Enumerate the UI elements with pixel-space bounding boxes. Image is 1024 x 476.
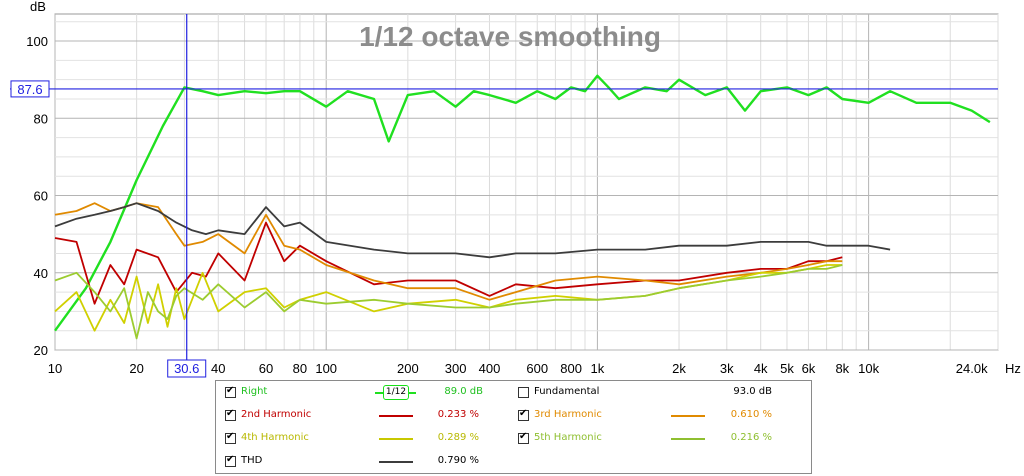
series-line-right	[54, 74, 991, 332]
checkbox[interactable]: ✔	[225, 431, 236, 444]
legend-value: 0.289 %	[437, 432, 479, 443]
legend-panel: ✔ Right 1/12 89.0 dB Fundamental 93.0 dB…	[215, 380, 812, 474]
check-mark-icon: ✔	[519, 408, 528, 419]
cursor-x-readout-box	[167, 359, 207, 378]
x-tick-label: 80	[293, 361, 307, 376]
x-tick-label: 2k	[672, 361, 686, 376]
x-tick-label: 200	[397, 361, 419, 376]
y-tick-label: 100	[26, 34, 48, 49]
checkbox[interactable]: ✔	[518, 431, 529, 444]
legend-value: 0.233 %	[437, 409, 479, 420]
x-tick-label: 600	[526, 361, 548, 376]
legend-row-2nd-harmonic[interactable]: ✔ 2nd Harmonic 0.233 %	[221, 406, 511, 426]
cursor-y-readout: 87.6	[17, 82, 42, 97]
legend-label: 3rd Harmonic	[534, 409, 602, 420]
series-layer	[54, 74, 991, 340]
legend-row-3rd-harmonic[interactable]: ✔ 3rd Harmonic 0.610 %	[516, 406, 806, 426]
legend-label: THD	[241, 455, 263, 466]
checkbox[interactable]: ✔	[518, 408, 529, 421]
check-mark-icon: ✔	[519, 431, 528, 442]
x-tick-label: 800	[560, 361, 582, 376]
legend-label: 4th Harmonic	[241, 432, 309, 443]
legend-label: Right	[241, 386, 268, 397]
x-tick-label: 10k	[858, 361, 879, 376]
legend-label: 5th Harmonic	[534, 432, 602, 443]
legend-swatch	[379, 461, 413, 463]
x-tick-label: 24.0k	[956, 361, 988, 376]
y-unit-label: dB	[30, 0, 46, 14]
legend-value: 93.0 dB	[733, 386, 772, 397]
legend-swatch	[671, 438, 705, 440]
legend-swatch	[671, 415, 705, 417]
checkbox[interactable]: ✔	[225, 454, 236, 467]
legend-value: 0.610 %	[730, 409, 772, 420]
checkbox[interactable]	[518, 387, 529, 398]
legend-swatch	[379, 438, 413, 440]
x-tick-label: 6k	[802, 361, 816, 376]
x-tick-label: 5k	[780, 361, 794, 376]
y-tick-label: 80	[34, 111, 48, 126]
y-tick-label: 60	[34, 189, 48, 204]
legend-row-5th-harmonic[interactable]: ✔ 5th Harmonic 0.216 %	[516, 429, 806, 449]
legend-swatch	[375, 392, 383, 394]
cursor-x-readout: 30.6	[174, 361, 199, 376]
legend-row-thd[interactable]: ✔ THD 0.790 %	[221, 452, 511, 472]
x-tick-label: 400	[479, 361, 501, 376]
legend-label: 2nd Harmonic	[241, 409, 312, 420]
x-tick-label: 40	[211, 361, 225, 376]
legend-row-right[interactable]: ✔ Right 1/12 89.0 dB	[221, 383, 511, 403]
legend-value: 0.790 %	[437, 455, 479, 466]
smoothing-badge[interactable]: 1/12	[383, 385, 409, 400]
frequency-response-chart[interactable]: 10 20 30.6 40 60 80 100 200 300 400 600 800 1k 2k 3k 4k…	[0, 0, 1024, 380]
x-tick-label: 8k	[835, 361, 849, 376]
check-mark-icon: ✔	[226, 431, 235, 442]
x-tick-label: 100	[315, 361, 337, 376]
cursor-layer[interactable]	[10, 14, 998, 362]
x-tick-label: 10	[48, 361, 62, 376]
x-tick-label: 3k	[720, 361, 734, 376]
series-line-5th-harmonic	[54, 264, 843, 340]
check-mark-icon: ✔	[226, 454, 235, 465]
y-tick-label: 20	[34, 343, 48, 358]
cursor-y-readout-box	[10, 80, 50, 98]
x-tick-label: 4k	[754, 361, 768, 376]
chart-title: 1/12 octave smoothing	[359, 21, 661, 52]
checkbox[interactable]: ✔	[225, 385, 236, 398]
x-tick-label: 20	[129, 361, 143, 376]
x-tick-label: 1k	[591, 361, 605, 376]
checkbox[interactable]: ✔	[225, 408, 236, 421]
series-line-2nd-harmonic	[54, 221, 843, 305]
legend-row-fundamental[interactable]: Fundamental 93.0 dB	[516, 383, 806, 403]
legend-swatch	[379, 415, 413, 417]
tick-layer: 10 20 30.6 40 60 80 100 200 300 400 600 800 1k 2k 3k 4k…	[10, 34, 988, 378]
x-tick-label: 60	[259, 361, 273, 376]
series-line-thd	[54, 202, 891, 259]
legend-label: Fundamental	[534, 386, 600, 397]
y-tick-label: 40	[34, 266, 48, 281]
x-tick-label: 300	[445, 361, 467, 376]
grid-lines	[54, 14, 999, 351]
x-unit-label: Hz	[1005, 361, 1021, 376]
check-mark-icon: ✔	[226, 408, 235, 419]
legend-swatch	[408, 392, 416, 394]
legend-value: 0.216 %	[730, 432, 772, 443]
check-mark-icon: ✔	[226, 385, 235, 396]
legend-row-4th-harmonic[interactable]: ✔ 4th Harmonic 0.289 %	[221, 429, 511, 449]
legend-value: 89.0 dB	[444, 386, 483, 397]
